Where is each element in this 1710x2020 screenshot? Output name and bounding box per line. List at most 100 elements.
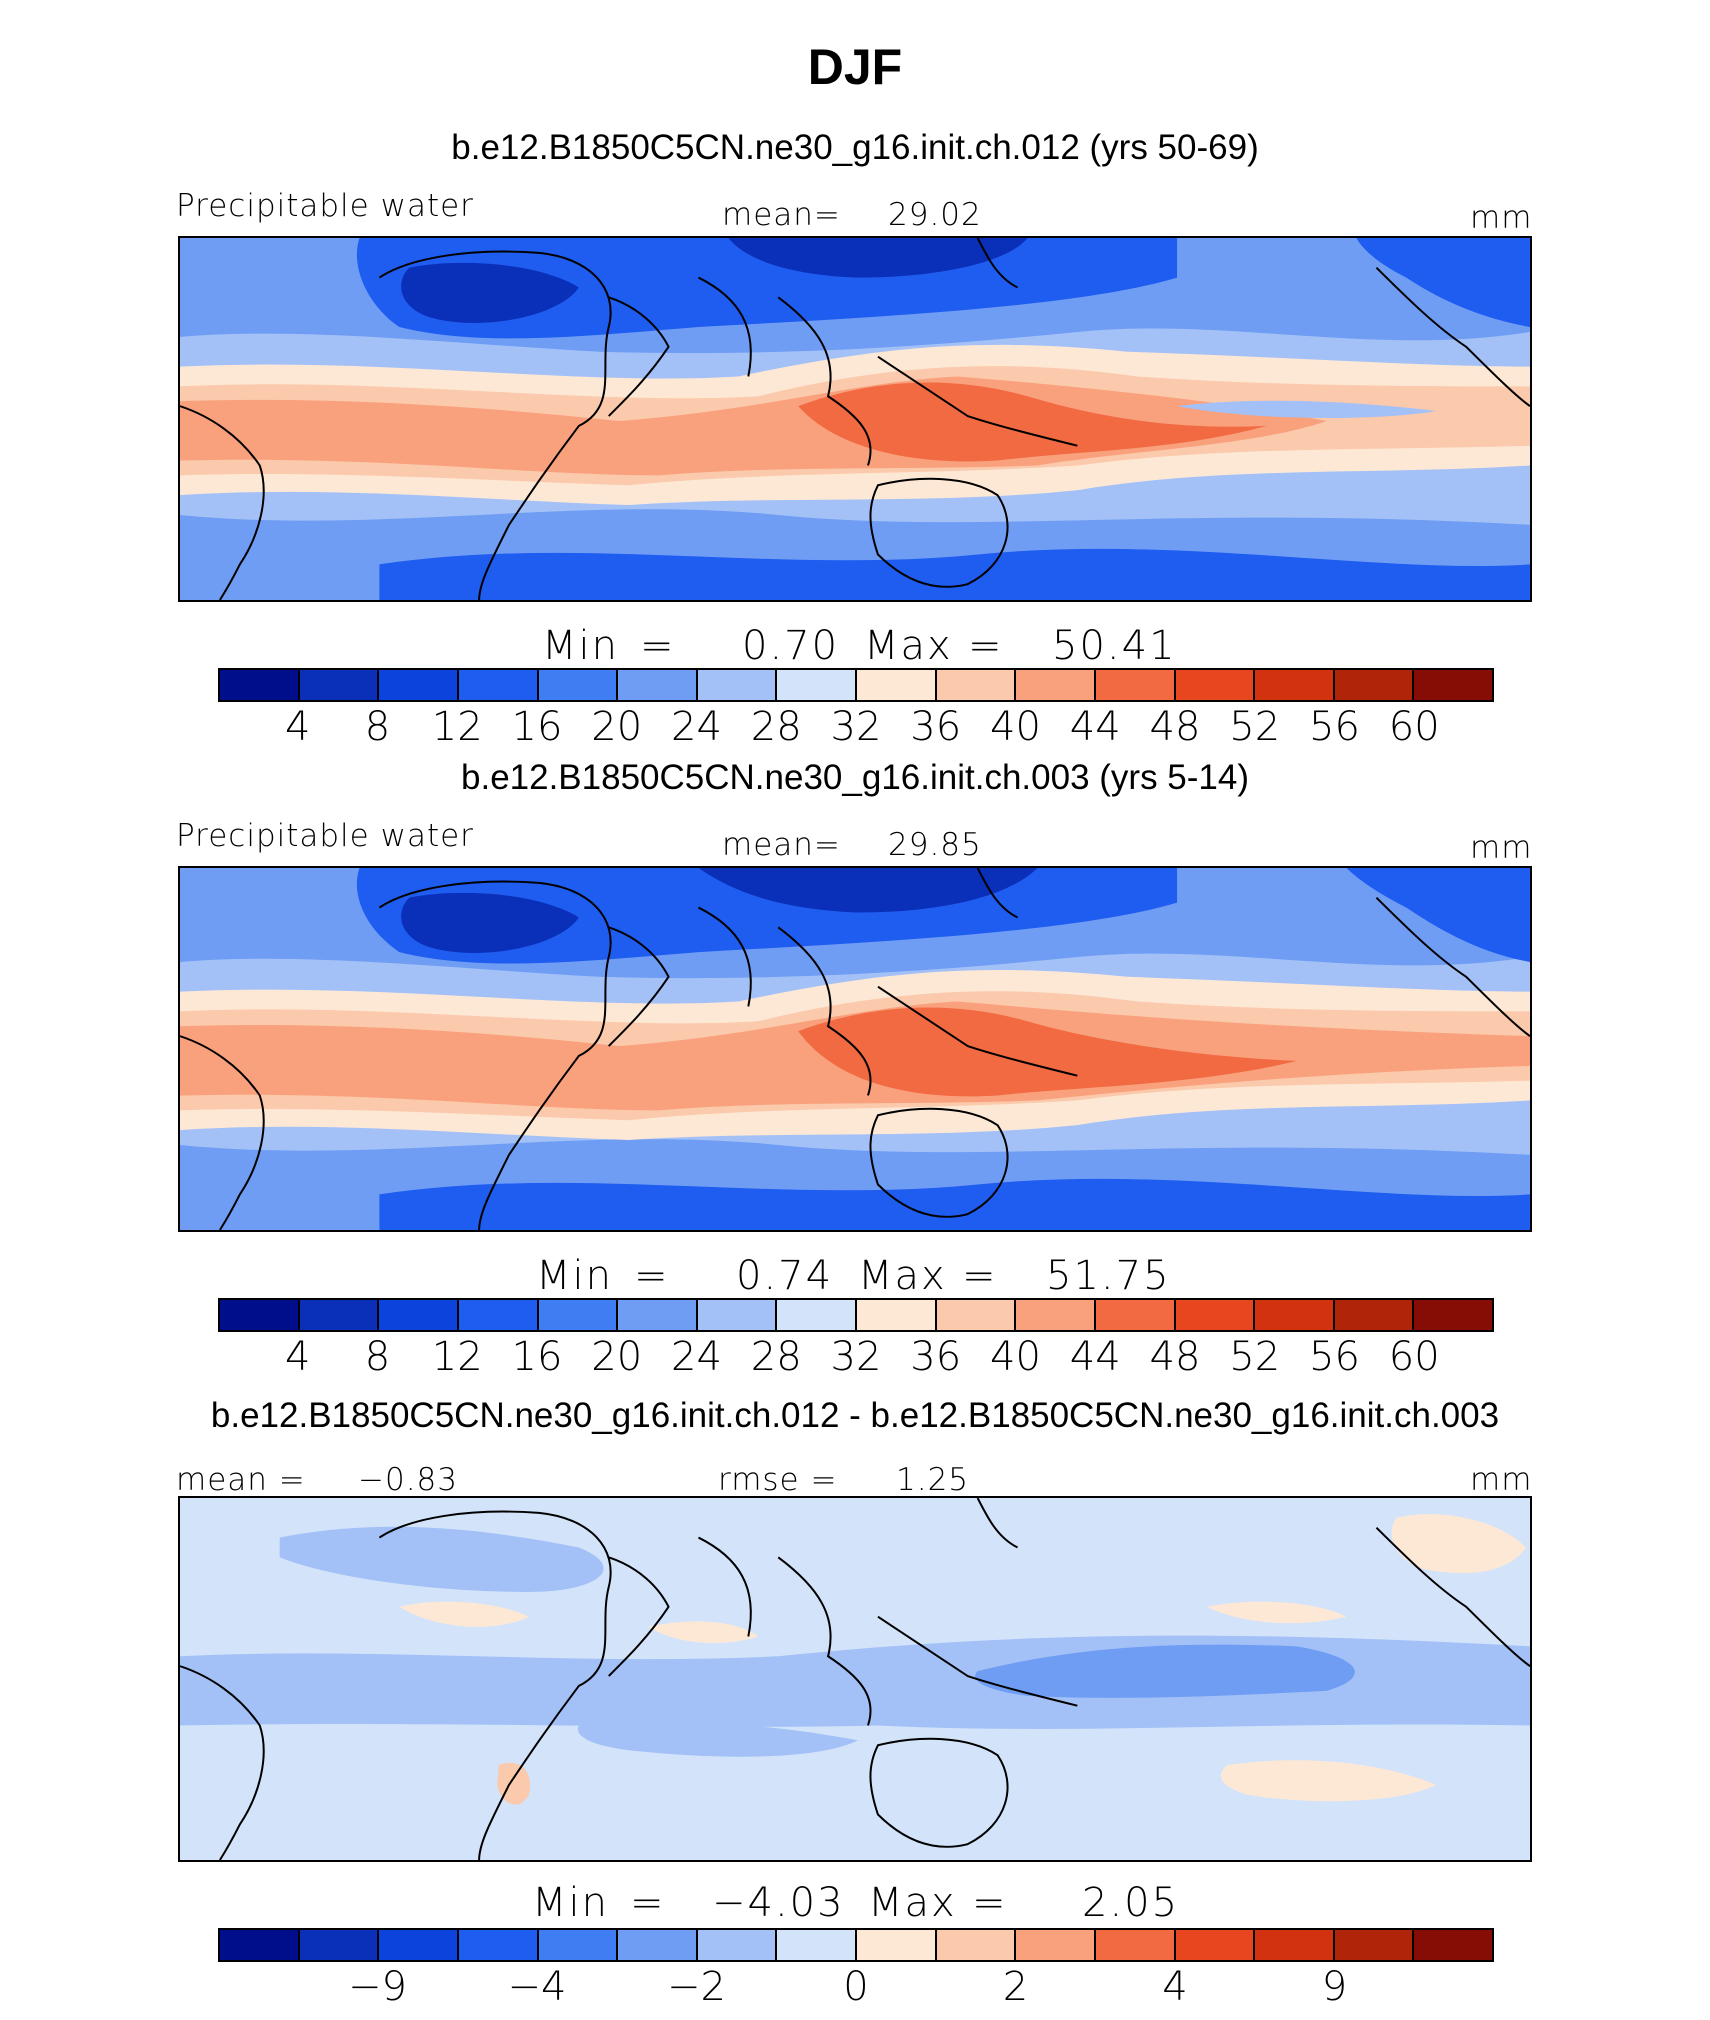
colorbar-swatch [1095,1300,1176,1330]
colorbar-tick-label: 40 [990,704,1041,750]
colorbar-swatch [697,670,778,700]
panel3-namerica-positive [1391,1514,1527,1574]
panel1-coastlines [180,238,1530,600]
colorbar-swatch [857,670,937,700]
panel3-southern-positive [1220,1760,1437,1802]
colorbar-tick-label: 24 [671,704,722,750]
panel2-sahara-core [401,892,579,953]
panel2-min-label: Min [536,1253,613,1299]
colorbar-swatch [1334,1300,1415,1330]
panel2-mean-value: 29.85 [888,827,982,863]
panel1-southern-deep [379,548,1530,600]
panel3-max-label: Max [868,1880,957,1926]
colorbar-tick-label: 4 [285,1334,311,1380]
colorbar-swatch [379,1930,459,1960]
colorbar-swatch [1255,1930,1335,1960]
panel1-mean-value: 29.02 [888,197,982,233]
colorbar-swatch [1334,670,1415,700]
colorbar-tick-label: 60 [1388,704,1440,750]
colorbar-swatch [1414,1930,1492,1960]
colorbar-swatch [538,1300,619,1330]
colorbar-swatch [379,670,459,700]
panel1-units: mm [1470,200,1533,236]
panel1-colorbar-ticks: 4 8 12 16 20 24 28 32 36 40 44 48 52 56 60 [218,704,1494,750]
colorbar-swatch [1414,670,1492,700]
colorbar-swatch [220,670,300,700]
panel3-tropics-positive-2 [648,1621,759,1643]
panel1-warm-pool [798,382,1267,462]
panel1-dry-wedge [1177,400,1437,418]
colorbar-tick-label: 0 [843,1964,869,2010]
panel2-map-svg [180,868,1530,1230]
colorbar-swatch [458,1300,539,1330]
panel3-min-eq: = [630,1880,666,1926]
panel3-rmse-label: rmse = [718,1462,838,1498]
panel1-variable-label: Precipitable water [176,188,474,224]
colorbar-swatch [777,1300,857,1330]
colorbar-swatch [1095,670,1176,700]
colorbar-swatch [1016,1930,1096,1960]
colorbar-tick-label: 44 [1069,1334,1121,1380]
colorbar-swatch [618,670,698,700]
panel1-sahara-core [401,262,579,323]
colorbar-swatch [1414,1300,1492,1330]
panel3-colorbar [218,1928,1494,1962]
colorbar-tick-label: 36 [910,1334,962,1380]
panel1-namerica-dry [1356,238,1530,328]
panel3-northern-negative [279,1526,604,1592]
colorbar-swatch [936,670,1017,700]
colorbar-tick-label: 32 [830,1334,882,1380]
colorbar-swatch [299,670,380,700]
colorbar-swatch [857,1300,937,1330]
panel2-variable-label: Precipitable water [176,818,474,854]
colorbar-swatch [1095,1930,1176,1960]
colorbar-swatch [458,1930,539,1960]
colorbar-tick-label: 48 [1149,704,1201,750]
colorbar-tick-label: 48 [1149,1334,1201,1380]
panel1-min-label: Min [542,623,619,669]
panel2-max-value: 51.75 [1046,1253,1171,1299]
panel3-tropics-positive-1 [399,1601,529,1627]
panel2-min-eq: = [634,1253,670,1299]
colorbar-swatch [1255,670,1335,700]
colorbar-swatch [538,1930,619,1960]
colorbar-tick-label: 44 [1069,704,1121,750]
colorbar-swatch [1175,1930,1256,1960]
panel3-tropics-positive-3 [1206,1601,1347,1624]
colorbar-swatch [299,1300,380,1330]
panel2-colorbar-ticks: 4 8 12 16 20 24 28 32 36 40 44 48 52 56 60 [218,1334,1494,1380]
colorbar-tick-label: 8 [364,1334,391,1380]
colorbar-tick-label: 28 [750,1334,802,1380]
colorbar-swatch [618,1300,698,1330]
colorbar-swatch [1334,1930,1415,1960]
colorbar-tick-label: 56 [1309,1334,1360,1380]
panel2-units: mm [1470,830,1533,866]
panel1-asia-core [728,238,1028,278]
colorbar-swatch [299,1930,380,1960]
panel3-min-value: −4.03 [712,1880,845,1926]
panel3-coastlines [180,1498,1530,1860]
colorbar-swatch [458,670,539,700]
panel3-mean-label: mean = [176,1462,306,1498]
colorbar-swatch [1016,670,1096,700]
colorbar-tick-label: 28 [750,704,802,750]
panel2-max-eq: = [962,1253,998,1299]
colorbar-tick-label: 56 [1309,704,1360,750]
colorbar-tick-label: 8 [364,704,391,750]
colorbar-tick-label: 52 [1229,704,1281,750]
figure-title: DJF [807,39,903,95]
panel3-max-value: 2.05 [1082,1880,1180,1926]
panel1-max-label: Max [864,623,953,669]
colorbar-tick-label: 60 [1388,1334,1440,1380]
colorbar-tick-label: 16 [511,704,563,750]
colorbar-tick-label: 12 [431,1334,483,1380]
panel1-max-value: 50.41 [1052,623,1177,669]
colorbar-swatch [936,1300,1017,1330]
colorbar-swatch [857,1930,937,1960]
colorbar-tick-label: 52 [1229,1334,1281,1380]
colorbar-tick-label: −4 [507,1964,567,2010]
panel2-warm-pool [798,1007,1297,1097]
panel2-map [178,866,1532,1232]
panel1-min-value: 0.70 [742,623,840,669]
colorbar-swatch [379,1300,459,1330]
